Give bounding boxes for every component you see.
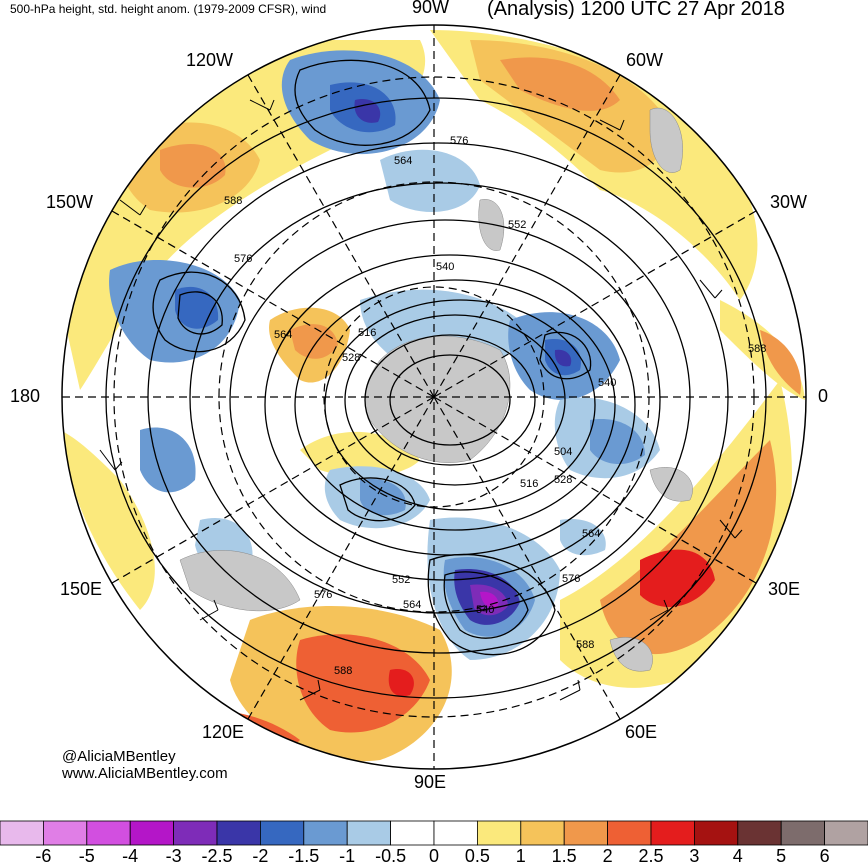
colorbar-swatch [650,820,695,846]
contour-label: 588 [224,195,242,207]
contour-label: 540 [436,261,454,273]
credit-website: www.AliciaMBentley.com [62,765,228,782]
analysis-time: (Analysis) 1200 UTC 27 Apr 2018 [487,0,785,20]
colorbar-tick-label: -1 [339,846,356,866]
contour-label: 588 [576,639,594,651]
height-contours [105,59,767,699]
lon-label-120w: 120W [186,50,234,70]
map-boundary [61,24,807,770]
colorbar-tick-label: -4 [122,846,139,866]
contour-label: 564 [403,599,421,611]
contour-labels: 576 564 552 540 588 576 564 516 528 540 … [224,135,766,677]
colorbar-swatch [563,820,609,846]
map-title: 500-hPa height, std. height anom. (1979-… [10,2,327,16]
contour-label: 576 [562,573,580,585]
lon-label-30w: 30W [770,192,808,212]
colorbar-swatch [390,820,435,846]
colorbar-tick-label: 4 [732,846,743,866]
colorbar-swatch [129,820,174,846]
colorbar-swatch [780,820,826,846]
contour-label: 528 [554,474,572,486]
colorbar-tick-label: 0 [428,846,440,866]
colorbar-tick-label: -0.5 [375,846,407,866]
colorbar-swatch [43,820,88,846]
lon-label-0: 0 [818,386,829,406]
colorbar-swatch [607,820,652,846]
colorbar-tick-label: -2.5 [201,846,233,866]
colorbar-tick-label: 0.5 [464,846,490,866]
colorbar-tick-label: 1 [515,846,526,866]
contour-label: 576 [234,253,252,265]
colorbar-swatch [0,820,44,846]
colorbar [0,820,868,846]
colorbar-swatch [737,820,782,846]
credit-handle: @AliciaMBentley [62,748,176,765]
colorbar-swatch [476,820,522,846]
contour-label: 576 [314,589,332,601]
contour-label: 516 [358,327,376,339]
colorbar-tick-label: -3 [165,846,182,866]
lon-label-30e: 30E [768,579,801,599]
lon-label-60w: 60W [626,50,664,70]
contour-label: 588 [748,343,766,355]
colorbar-tick-label: -6 [35,846,52,866]
colorbar-swatch [433,820,478,846]
lon-label-180: 180 [10,386,41,406]
colorbar-tick-label: 6 [819,846,830,866]
colorbar-swatch [303,820,348,846]
contour-label: 540 [476,604,494,616]
contour-label: 540 [598,377,616,389]
contour-label: 588 [334,665,352,677]
colorbar-tick-label: 5 [776,846,787,866]
contour-label: 516 [520,478,538,490]
lon-label-150e: 150E [60,579,103,599]
lon-label-120e: 120E [202,722,245,742]
graticule [62,25,806,769]
colorbar-swatch [173,820,218,846]
contour-label: 576 [450,135,468,147]
colorbar-swatch [520,820,565,846]
lon-label-60e: 60E [625,722,658,742]
colorbar-tick-label: 2.5 [638,846,664,866]
colorbar-tick-label: -1.5 [288,846,320,866]
contour-label: 564 [394,155,412,167]
wind-barbs [99,99,743,701]
contour-label: 504 [554,446,572,458]
contour-label: 552 [392,574,410,586]
colorbar-tick-label: 2 [602,846,613,866]
colorbar-tick-label: -2 [252,846,269,866]
lon-label-90e: 90E [414,772,447,792]
lon-label-90w: 90W [412,0,450,17]
colorbar-swatch [694,820,739,846]
contour-label: 564 [274,329,292,341]
colorbar-swatch [346,820,392,846]
colorbar-tick-label: 1.5 [551,846,577,866]
colorbar-swatch [259,820,305,846]
colorbar-swatch [216,820,261,846]
contour-label: 528 [342,352,360,364]
colorbar-swatch [86,820,131,846]
colorbar-swatch [824,820,868,846]
colorbar-tick-label: -5 [78,846,95,866]
lon-label-150w: 150W [46,192,94,212]
colorbar-tick-label: 3 [689,846,700,866]
contour-label: 552 [508,219,526,231]
contour-label: 564 [582,528,600,540]
